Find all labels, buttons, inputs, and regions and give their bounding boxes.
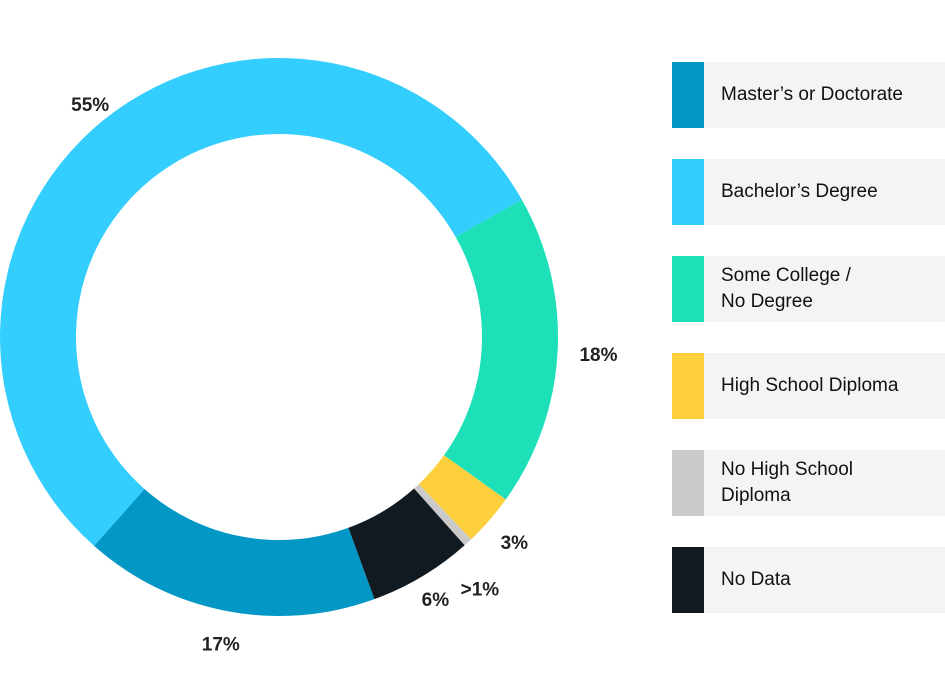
legend-label-box: Some College / No Degree: [704, 256, 945, 322]
legend-label-box: Master’s or Doctorate: [704, 62, 945, 128]
legend-item-bachelors-degree: Bachelor’s Degree: [672, 159, 945, 225]
slice-high-school-diploma: [418, 455, 506, 540]
legend-swatch: [672, 256, 704, 322]
legend-label: Some College / No Degree: [721, 265, 851, 312]
legend-item-high-school-diploma: High School Diploma: [672, 353, 945, 419]
slice-no-data: [348, 488, 465, 600]
slice-some-college-no-degree: [444, 199, 559, 500]
legend-label: Master’s or Doctorate: [721, 84, 903, 105]
legend-label: High School Diploma: [721, 375, 899, 396]
legend-swatch: [672, 62, 704, 128]
legend-label-box: No Data: [704, 547, 945, 613]
legend-label-box: High School Diploma: [704, 353, 945, 419]
legend-swatch: [672, 353, 704, 419]
donut-chart-svg: 17% 55% 18% 3% >1% 6%: [0, 58, 618, 656]
legend-label-box: No High School Diploma: [704, 450, 945, 516]
slice-bachelors-degree: [0, 58, 522, 546]
slice-label-some-college-no-degree: 18%: [579, 345, 617, 366]
legend-swatch: [672, 547, 704, 613]
legend-item-no-high-school-diploma: No High School Diploma: [672, 450, 945, 516]
slice-no-high-school-diploma: [414, 484, 472, 546]
slice-label-no-high-school-diploma: >1%: [461, 580, 500, 601]
donut-chart: 17% 55% 18% 3% >1% 6%: [0, 58, 618, 656]
legend-swatch: [672, 159, 704, 225]
slice-label-high-school-diploma: 3%: [501, 533, 529, 554]
legend-label-box: Bachelor’s Degree: [704, 159, 945, 225]
slice-label-no-data: 6%: [422, 590, 450, 611]
legend-item-some-college-no-degree: Some College / No Degree: [672, 256, 945, 322]
legend-swatch: [672, 450, 704, 516]
legend-item-no-data: No Data: [672, 547, 945, 613]
legend-label: No Data: [721, 569, 791, 590]
slice-label-masters-or-doctorate: 17%: [202, 635, 240, 656]
legend-label: No High School Diploma: [721, 459, 854, 506]
legend-item-masters-or-doctorate: Master’s or Doctorate: [672, 62, 945, 128]
legend-label: Bachelor’s Degree: [721, 181, 878, 202]
slice-masters-or-doctorate: [94, 489, 375, 616]
slice-label-bachelors-degree: 55%: [71, 95, 109, 116]
